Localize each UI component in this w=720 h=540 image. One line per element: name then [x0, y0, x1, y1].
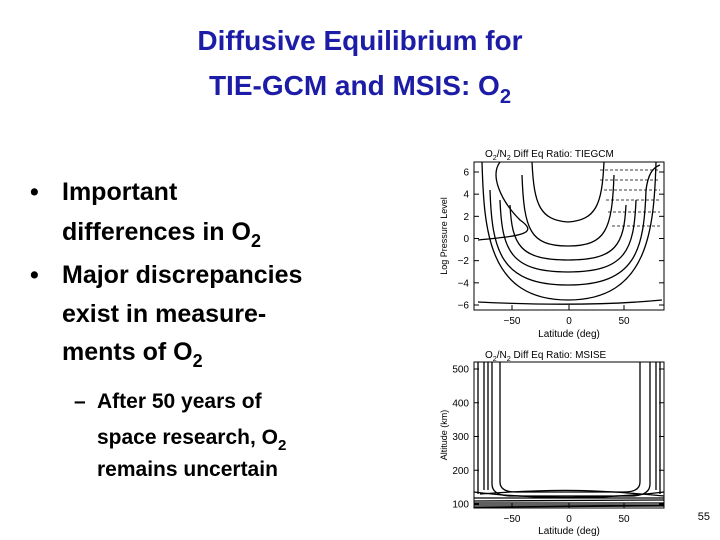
bullet-marker: •: [30, 261, 39, 289]
y-tick-label: −4: [458, 278, 470, 289]
contour: [477, 299, 663, 305]
x-tick-label: 50: [618, 514, 630, 525]
text-run: TIE-GCM and MSIS: O: [209, 70, 500, 101]
subscript: 2: [493, 153, 497, 162]
contour: [531, 161, 605, 223]
text-run: differences in O: [62, 218, 251, 246]
y-tick-label: 0: [463, 234, 469, 245]
text-run: /N: [497, 149, 507, 160]
contour: [491, 362, 651, 497]
text-run: remains uncertain: [97, 458, 278, 481]
bullet-text: exist in measure-: [62, 300, 266, 328]
y-tick-label: 500: [452, 365, 469, 376]
contour-dashed: [600, 169, 660, 227]
x-tick-label: 50: [618, 316, 630, 327]
sub-bullet-text: space research, O2: [97, 426, 286, 454]
y-tick-label: 300: [452, 432, 469, 443]
contour: [521, 174, 615, 247]
page-number: 55: [698, 511, 710, 523]
x-tick-label: 0: [566, 316, 572, 327]
contour: [477, 161, 529, 241]
bullet-text: Major discrepancies: [62, 261, 302, 289]
subscript: 2: [500, 86, 511, 108]
contour: [499, 199, 637, 273]
contour: [481, 161, 657, 301]
bullet-text: ments of O2: [62, 338, 203, 371]
y-axis-label: Altitude (km): [439, 410, 449, 461]
subscript: 2: [507, 153, 511, 162]
bullet-text: differences in O2: [62, 218, 261, 251]
x-tick-label: −50: [504, 316, 521, 327]
y-axis-label: Log Pressure Level: [439, 197, 449, 275]
contour: [509, 204, 627, 261]
y-tick-label: −6: [458, 301, 470, 312]
subscript: 2: [507, 354, 511, 363]
slide-title: TIE-GCM and MSIS: O2: [209, 70, 511, 108]
text-run: Diffusive Equilibrium for: [197, 25, 522, 56]
subscript: 2: [278, 437, 286, 454]
y-tick-label: 200: [452, 466, 469, 477]
sub-bullet-text: After 50 years of: [97, 390, 263, 413]
plot-title: O2/N2 Diff Eq Ratio: TIEGCM: [485, 149, 614, 162]
subscript: 2: [493, 354, 497, 363]
subscript: 2: [251, 231, 261, 251]
text-run: O: [485, 149, 493, 160]
y-tick-label: 100: [452, 500, 469, 511]
text-run: After 50 years of: [97, 390, 263, 413]
sub-bullet-text: remains uncertain: [97, 458, 278, 481]
text-run: O: [485, 350, 493, 361]
text-run: exist in measure-: [62, 300, 266, 328]
sub-bullet-marker: –: [74, 390, 86, 413]
y-tick-label: 6: [463, 168, 469, 179]
text-run: Important: [62, 178, 178, 206]
contour: [489, 164, 661, 286]
bullet-marker: •: [30, 178, 39, 206]
y-tick-label: 4: [463, 190, 469, 201]
text-run: Diff Eq Ratio: MSISE: [511, 350, 607, 361]
plot-title: O2/N2 Diff Eq Ratio: MSISE: [485, 350, 607, 363]
text-run: space research, O: [97, 426, 278, 449]
subscript: 2: [193, 351, 203, 371]
x-tick-label: 0: [566, 514, 572, 525]
x-axis-label: Latitude (deg): [538, 329, 600, 340]
text-run: Major discrepancies: [62, 261, 302, 289]
x-tick-label: −50: [504, 514, 521, 525]
text-run: ments of O: [62, 338, 193, 366]
text-run: /N: [497, 350, 507, 361]
y-tick-label: 400: [452, 398, 469, 409]
contour-plot-tiegcm: [473, 161, 665, 311]
y-tick-label: 2: [463, 212, 469, 223]
slide-title: Diffusive Equilibrium for: [197, 25, 522, 56]
x-axis-label: Latitude (deg): [538, 526, 600, 537]
text-run: Diff Eq Ratio: TIEGCM: [511, 149, 614, 160]
y-tick-label: −2: [458, 256, 470, 267]
contour: [477, 362, 661, 494]
contour: [499, 362, 641, 493]
bullet-text: Important: [62, 178, 178, 206]
